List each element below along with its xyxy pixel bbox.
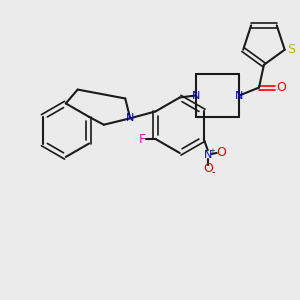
- Text: N: N: [191, 91, 200, 100]
- Text: F: F: [138, 133, 146, 146]
- Text: O: O: [217, 146, 226, 160]
- Text: N: N: [235, 91, 243, 100]
- Text: S: S: [288, 43, 296, 56]
- Text: N: N: [126, 113, 134, 123]
- Text: N: N: [203, 150, 212, 160]
- Text: +: +: [210, 148, 216, 154]
- Text: -: -: [212, 167, 215, 177]
- Text: O: O: [276, 81, 286, 94]
- Text: O: O: [203, 162, 213, 175]
